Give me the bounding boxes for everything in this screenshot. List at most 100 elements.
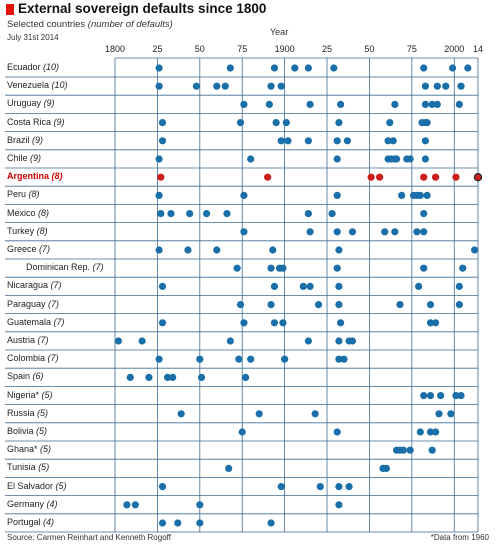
default-dot	[240, 191, 248, 199]
default-dot	[277, 82, 285, 90]
row-label: Spain (6)	[7, 371, 44, 381]
default-dot	[431, 319, 440, 327]
default-dot	[333, 228, 341, 236]
x-tick-label: 50	[364, 44, 374, 54]
default-dot	[457, 82, 465, 90]
default-dot	[381, 228, 389, 236]
default-dot	[452, 173, 460, 181]
default-dot	[174, 519, 182, 527]
default-dot	[269, 246, 277, 254]
default-count: (5)	[38, 462, 50, 473]
country-name: Costa Rica	[7, 116, 54, 127]
default-dot	[126, 373, 134, 381]
row-label: Russia (5)	[7, 408, 48, 418]
default-dot	[455, 282, 463, 290]
default-count: (8)	[28, 189, 40, 200]
row-label: Uruguay (9)	[7, 98, 55, 108]
default-dot	[114, 337, 122, 345]
country-name: Argentina	[7, 171, 52, 182]
default-count: (9)	[43, 98, 55, 109]
country-name: Chile	[7, 153, 31, 163]
default-count: (9)	[32, 134, 44, 145]
default-count: (4)	[43, 517, 55, 527]
default-dot	[367, 173, 375, 181]
row-label: Peru (8)	[7, 189, 40, 199]
default-dot	[328, 210, 336, 218]
default-count: (7)	[48, 298, 60, 309]
row-label: Venezuela (10)	[7, 80, 68, 90]
country-name: El Salvador	[7, 480, 56, 491]
row-label: Colombia (7)	[7, 353, 59, 363]
default-count: (7)	[39, 244, 51, 254]
x-tick-label: 50	[195, 44, 205, 54]
row-label: Greece (7)	[7, 244, 50, 254]
default-dot	[391, 228, 399, 236]
default-dot	[197, 373, 206, 381]
row-label: Austria (7)	[7, 335, 49, 345]
country-name: Brazil	[7, 134, 33, 145]
default-dot	[158, 282, 167, 290]
default-dot	[155, 155, 163, 163]
default-dot	[399, 446, 407, 454]
default-dot	[442, 82, 450, 90]
chart-date: July 31st 2014	[7, 33, 59, 42]
default-dot	[421, 137, 430, 145]
default-dot	[123, 501, 131, 509]
default-dot	[398, 191, 406, 199]
source-note: Source: Carmen Reinhart and Kenneth Rogo…	[7, 533, 171, 542]
default-dot	[392, 155, 401, 163]
default-dot	[335, 483, 343, 491]
default-dot	[459, 264, 467, 272]
country-name: Venezuela	[7, 80, 52, 91]
default-dot	[157, 173, 165, 181]
default-dot	[426, 319, 435, 327]
row-label: Costa Rica (9)	[7, 117, 65, 127]
country-name: Colombia	[7, 353, 48, 364]
default-dot	[337, 100, 345, 108]
default-dot	[471, 246, 479, 254]
default-count: (10)	[51, 80, 68, 91]
default-dot	[433, 82, 441, 90]
default-dot	[282, 119, 290, 127]
default-count: (8)	[36, 225, 48, 236]
row-label: Paraguay (7)	[7, 299, 59, 309]
x-tick-label: 14	[473, 44, 483, 54]
default-dot	[345, 483, 353, 491]
default-dot	[267, 82, 275, 90]
default-dot	[155, 355, 163, 363]
country-name: Tunisia	[7, 462, 39, 473]
default-dot	[157, 210, 165, 218]
default-dot	[420, 228, 428, 236]
default-dot	[221, 82, 229, 90]
row-label: Ecuador (10)	[7, 62, 59, 72]
default-dot	[226, 337, 234, 345]
default-dot	[238, 428, 246, 436]
default-count: (9)	[53, 116, 65, 127]
default-dot	[267, 301, 275, 309]
default-dot	[226, 64, 234, 72]
default-dot	[420, 64, 428, 72]
default-dot	[277, 137, 285, 145]
country-name: Peru	[7, 189, 29, 200]
default-dot	[416, 428, 424, 436]
default-dot	[423, 119, 431, 127]
default-dot	[340, 355, 348, 363]
default-dot	[225, 464, 233, 472]
default-dot	[233, 264, 241, 272]
default-dot	[420, 392, 428, 400]
default-dot	[155, 82, 163, 90]
default-dot	[306, 100, 314, 108]
default-count: (7)	[47, 353, 59, 364]
country-name: Bolivia	[7, 426, 37, 436]
country-name: Dominican Rep.	[26, 262, 93, 273]
footnote: *Data from 1960	[430, 533, 489, 542]
default-dot	[335, 337, 343, 345]
subtitle-italic: (number of defaults)	[87, 19, 173, 30]
default-dot	[437, 392, 445, 400]
row-label: Dominican Rep. (7)	[26, 262, 104, 272]
default-dot	[235, 355, 243, 363]
default-count: (5)	[37, 407, 49, 418]
country-name: Greece	[7, 244, 40, 254]
default-dot	[420, 210, 428, 218]
